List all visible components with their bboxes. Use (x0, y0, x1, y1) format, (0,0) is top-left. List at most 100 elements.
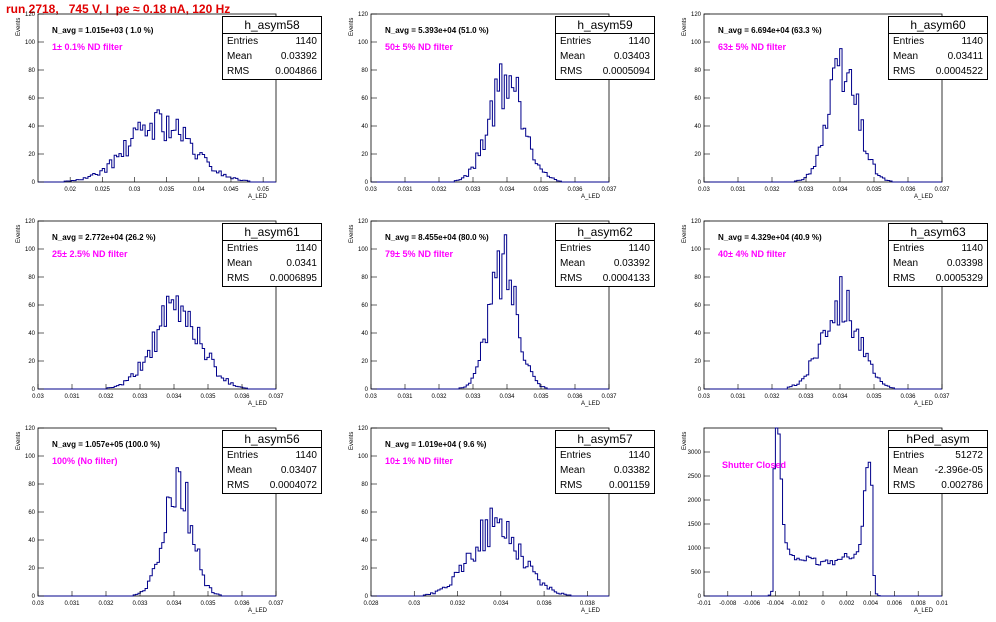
y-tick-label: 1500 (688, 522, 702, 528)
stat-mean-value: 0.0341 (286, 258, 317, 269)
y-tick-label: 80 (694, 275, 701, 281)
stat-rms-label: RMS (227, 480, 250, 491)
histogram-plot: -0.01 -0.008 -0.006 -0.004 -0.002 0 0.002 0.004… (688, 427, 948, 607)
x-tick-label: 0.036 (537, 601, 553, 607)
stats-box: h_asym62 Entries 1140 Mean 0.03392 RMS 0.00041… (555, 223, 655, 287)
y-tick-label: 100 (25, 454, 36, 460)
stat-rms: RMS 0.0005329 (889, 271, 987, 286)
x-tick-label: 0.03 (32, 394, 44, 400)
navg-label: N_avg = 4.329e+04 (40.9 %) (718, 233, 822, 242)
y-axis-label: Events (16, 431, 22, 450)
histogram-plot: 0.02 0.025 0.03 0.035 0.04 0.045 0.05 0 20 40 60 80… (25, 12, 277, 193)
x-tick-label: 0.032 (98, 601, 114, 607)
x-tick-label: 0.035 (200, 394, 216, 400)
histogram-name: h_asym57 (556, 431, 654, 448)
histogram-series (704, 427, 942, 597)
y-tick-label: 60 (361, 96, 368, 102)
filter-note: 50± 5% ND filter (385, 42, 453, 52)
x-tick-label: 0.004 (863, 601, 879, 607)
x-tick-label: 0.03 (365, 187, 377, 193)
x-tick-label: 0.036 (900, 187, 916, 193)
stat-rms: RMS 0.0004133 (556, 271, 654, 286)
stat-rms-label: RMS (560, 273, 583, 284)
y-tick-label: 100 (25, 40, 36, 46)
x-tick-label: 0.03 (698, 187, 710, 193)
histogram-plot: 0.03 0.031 0.032 0.033 0.034 0.035 0.036 0.037 0… (691, 12, 950, 193)
y-tick-label: 100 (358, 454, 369, 460)
x-tick-label: 0.037 (601, 394, 617, 400)
y-tick-label: 80 (694, 68, 701, 74)
y-axis-label: Events (682, 17, 688, 36)
navg-label: N_avg = 6.694e+04 (63.3 %) (718, 26, 822, 35)
x-tick-label: 0.033 (465, 187, 481, 193)
y-tick-label: 60 (361, 510, 368, 516)
y-tick-label: 60 (361, 303, 368, 309)
y-tick-label: 40 (28, 331, 35, 337)
y-tick-label: 60 (28, 510, 35, 516)
x-tick-label: 0.033 (132, 394, 148, 400)
stat-entries-label: Entries (560, 36, 592, 47)
y-tick-label: 100 (358, 40, 369, 46)
filter-note: 40± 4% ND filter (718, 249, 786, 259)
histogram-series (371, 63, 609, 183)
histogram-panel-h_asym63: 0.03 0.031 0.032 0.033 0.034 0.035 0.036 0.037 0… (666, 207, 996, 414)
filter-note: 10± 1% ND filter (385, 456, 453, 466)
stat-rms-value: 0.0004522 (935, 66, 983, 77)
histogram-series (371, 507, 609, 597)
stat-entries: Entries 1140 (889, 34, 987, 49)
x-tick-label: 0.035 (200, 601, 216, 607)
y-axis-label: Events (16, 17, 22, 36)
x-tick-label: -0.008 (719, 601, 737, 607)
x-tick-label: 0.03 (129, 187, 141, 193)
stat-entries-value: 1140 (295, 243, 317, 254)
histogram-name: h_asym59 (556, 17, 654, 34)
histogram-series (704, 276, 942, 390)
x-axis-label: A_LED (914, 401, 934, 407)
navg-label: N_avg = 8.455e+04 (80.0 %) (385, 233, 489, 242)
y-tick-label: 20 (361, 359, 368, 365)
x-tick-label: 0.034 (493, 601, 509, 607)
stat-rms: RMS 0.004866 (223, 64, 321, 79)
stat-entries: Entries 1140 (889, 241, 987, 256)
y-tick-label: 40 (28, 124, 35, 130)
x-tick-label: 0.036 (900, 394, 916, 400)
x-tick-label: 0.032 (431, 394, 447, 400)
stats-box: h_asym58 Entries 1140 Mean 0.03392 RMS 0.00486… (222, 16, 322, 80)
y-axis-label: Events (349, 431, 355, 450)
x-tick-label: 0.006 (887, 601, 903, 607)
stat-rms-label: RMS (560, 480, 583, 491)
x-tick-label: 0.031 (64, 394, 80, 400)
y-tick-label: 120 (25, 426, 36, 432)
x-tick-label: 0.03 (408, 601, 420, 607)
x-tick-label: 0.033 (798, 394, 814, 400)
x-tick-label: 0.01 (936, 601, 948, 607)
stats-box: h_asym59 Entries 1140 Mean 0.03403 RMS 0.00050… (555, 16, 655, 80)
y-tick-label: 500 (691, 570, 702, 576)
stats-box: h_asym56 Entries 1140 Mean 0.03407 RMS 0.00040… (222, 430, 322, 494)
x-tick-label: 0.008 (911, 601, 927, 607)
stat-entries-label: Entries (893, 450, 925, 461)
stat-mean-value: 0.03392 (280, 51, 317, 62)
navg-label: N_avg = 5.393e+04 (51.0 %) (385, 26, 489, 35)
y-tick-label: 100 (691, 247, 702, 253)
stat-rms-value: 0.0005329 (935, 273, 983, 284)
stat-mean-label: Mean (560, 465, 586, 476)
x-tick-label: 0.037 (601, 187, 617, 193)
stats-box: h_asym63 Entries 1140 Mean 0.03398 RMS 0.00053… (888, 223, 988, 287)
x-axis-label: A_LED (248, 608, 268, 614)
stat-rms-label: RMS (227, 273, 250, 284)
histogram-plot: 0.03 0.031 0.032 0.033 0.034 0.035 0.036 0.037 0… (358, 12, 617, 193)
stat-entries: Entries 1140 (556, 448, 654, 463)
y-tick-label: 80 (361, 275, 368, 281)
stat-entries-label: Entries (227, 450, 259, 461)
x-tick-label: 0.02 (64, 187, 76, 193)
x-tick-label: 0.035 (866, 187, 882, 193)
stat-mean: Mean 0.03411 (889, 49, 987, 64)
y-tick-label: 0 (365, 594, 369, 600)
x-tick-label: 0.037 (934, 394, 950, 400)
stat-mean-value: 0.03411 (947, 51, 983, 62)
x-tick-label: 0.028 (363, 601, 379, 607)
filter-note: 63± 5% ND filter (718, 42, 786, 52)
x-tick-label: 0.036 (234, 601, 250, 607)
x-axis-label: A_LED (248, 401, 268, 407)
